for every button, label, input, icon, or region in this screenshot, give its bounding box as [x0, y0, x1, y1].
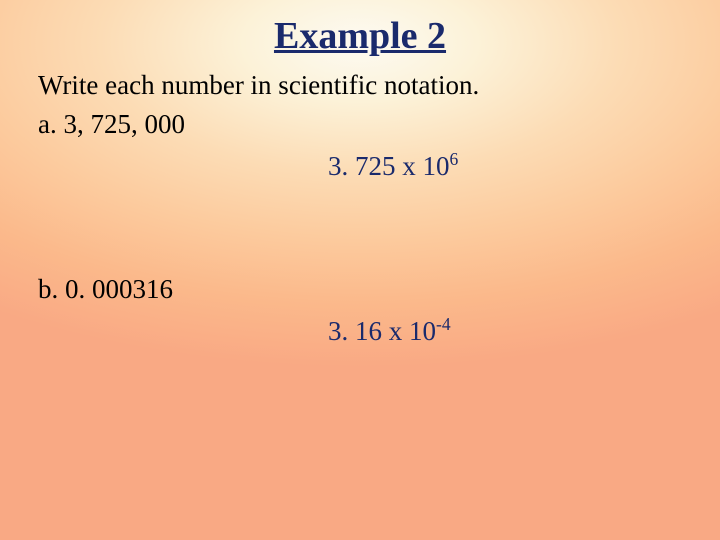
item-b-answer-prefix: 3. 16 x 10 [328, 316, 436, 346]
item-b-label: b. 0. 000316 [38, 272, 682, 307]
item-a-answer: 3. 725 x 106 [328, 149, 682, 184]
slide: Example 2 Write each number in scientifi… [0, 0, 720, 540]
item-a-answer-exponent: 6 [450, 149, 459, 169]
instruction-text: Write each number in scientific notation… [38, 68, 682, 103]
item-b-answer-exponent: -4 [436, 314, 451, 334]
slide-title: Example 2 [38, 14, 682, 58]
item-b-answer: 3. 16 x 10-4 [328, 314, 682, 349]
item-a-label: a. 3, 725, 000 [38, 107, 682, 142]
item-a-answer-prefix: 3. 725 x 10 [328, 151, 450, 181]
